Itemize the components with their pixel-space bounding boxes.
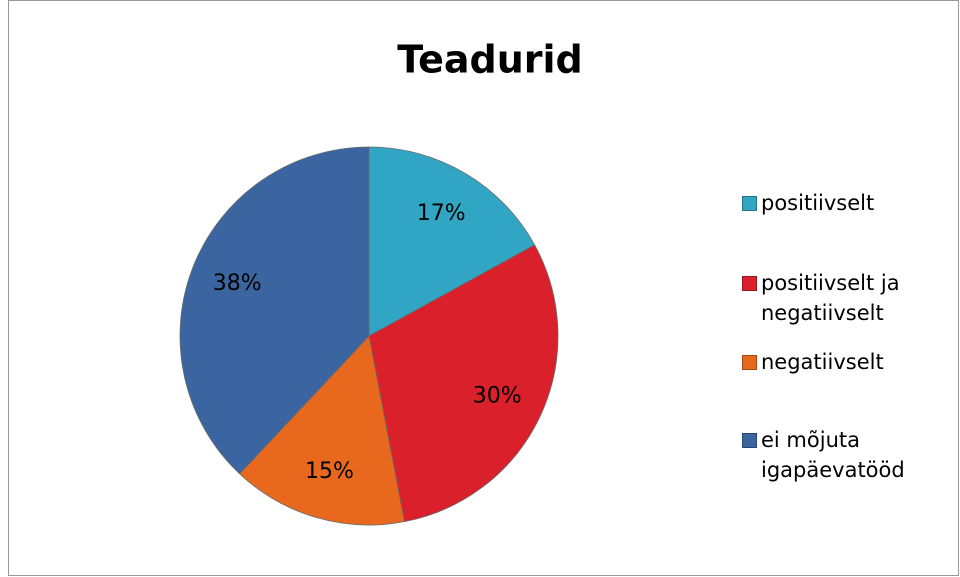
legend-item: positiivselt xyxy=(742,188,942,218)
data-label: 38% xyxy=(213,271,262,296)
legend-item: positiivselt ja negatiivselt xyxy=(742,268,942,328)
legend-label: negatiivselt xyxy=(761,350,884,374)
legend-item: ei mõjuta igapäevatööd xyxy=(742,425,942,485)
legend-label: ei mõjuta igapäevatööd xyxy=(761,428,905,482)
pie-slice xyxy=(368,244,559,523)
legend-label: positiivselt ja negatiivselt xyxy=(761,271,900,325)
data-label: 17% xyxy=(417,201,466,226)
legend-label: positiivselt xyxy=(761,191,875,215)
pie-slice xyxy=(239,335,405,526)
pie-slice xyxy=(179,146,370,475)
legend-swatch xyxy=(742,433,757,448)
legend-item: negatiivselt xyxy=(742,347,942,377)
legend-swatch xyxy=(742,355,757,370)
chart-title: Teadurid xyxy=(397,38,583,82)
legend-swatch xyxy=(742,196,757,211)
data-label: 15% xyxy=(305,459,354,484)
legend-swatch xyxy=(742,276,757,291)
data-label: 30% xyxy=(473,383,522,408)
pie-slice xyxy=(368,146,536,337)
